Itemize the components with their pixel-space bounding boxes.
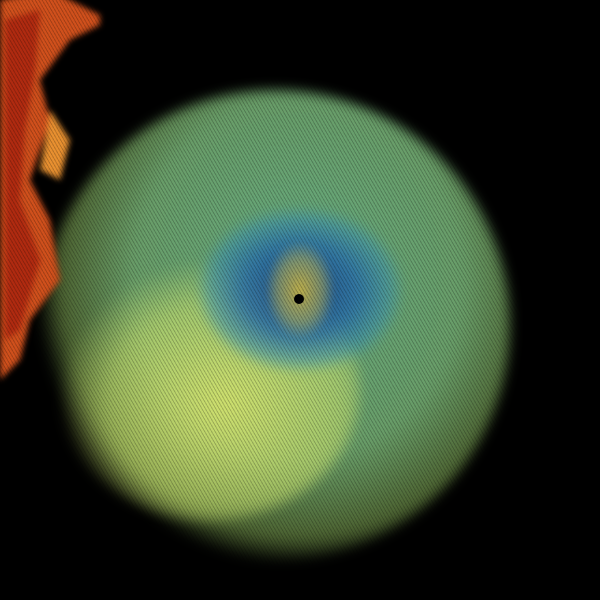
radar-site-marker	[294, 294, 304, 304]
storm-band-red	[0, 0, 100, 380]
ground-clutter	[265, 240, 335, 340]
